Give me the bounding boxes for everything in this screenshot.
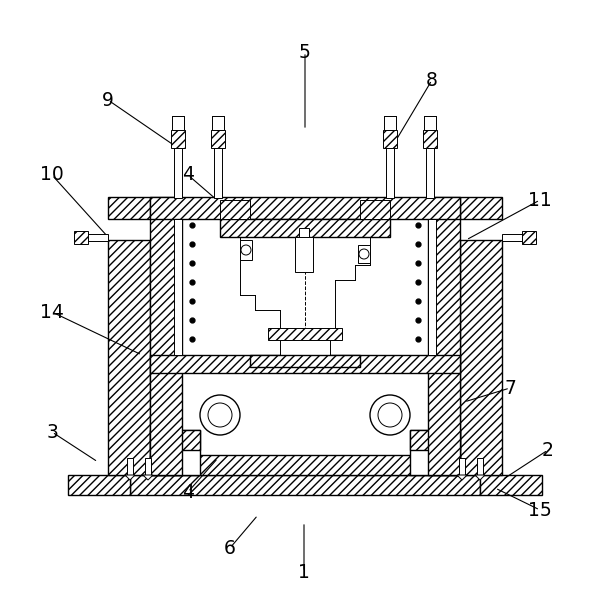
Circle shape — [359, 249, 369, 259]
Text: 5: 5 — [299, 43, 311, 62]
Bar — [150, 370, 460, 475]
Bar — [502, 234, 522, 241]
Bar — [214, 148, 222, 198]
Bar — [150, 430, 200, 475]
Polygon shape — [457, 475, 467, 480]
Bar — [358, 245, 370, 263]
Bar — [428, 197, 460, 475]
Bar — [460, 240, 502, 475]
Bar — [150, 455, 460, 475]
Bar — [460, 197, 502, 219]
Text: 9: 9 — [102, 91, 114, 110]
Bar — [360, 200, 390, 219]
Bar — [424, 116, 436, 130]
Polygon shape — [143, 475, 153, 480]
Bar — [68, 475, 130, 495]
Bar — [150, 197, 182, 475]
Bar — [522, 231, 536, 244]
Bar — [174, 148, 182, 198]
Bar — [295, 237, 313, 272]
Text: 6: 6 — [224, 538, 236, 557]
Bar — [220, 200, 250, 219]
Bar — [386, 148, 394, 198]
Bar — [130, 475, 480, 495]
Bar — [426, 148, 434, 198]
Bar — [211, 130, 225, 148]
Bar — [428, 219, 436, 355]
Bar — [410, 430, 460, 475]
Bar — [171, 130, 185, 148]
Circle shape — [208, 403, 232, 427]
Bar — [172, 116, 184, 130]
Bar — [250, 355, 360, 367]
Bar — [299, 228, 309, 237]
Text: 3: 3 — [46, 423, 58, 442]
Text: 2: 2 — [542, 440, 554, 460]
Bar — [410, 430, 460, 450]
Text: 14: 14 — [40, 302, 64, 322]
Text: 10: 10 — [40, 166, 64, 185]
Bar — [423, 130, 437, 148]
Circle shape — [200, 395, 240, 435]
Text: 1: 1 — [298, 562, 310, 582]
Bar — [459, 458, 465, 475]
Polygon shape — [475, 475, 485, 480]
Text: 4: 4 — [182, 166, 194, 185]
Circle shape — [241, 245, 251, 255]
Bar — [88, 234, 108, 241]
Bar — [268, 328, 342, 340]
Bar — [212, 116, 224, 130]
Bar — [240, 240, 252, 260]
Bar — [150, 355, 460, 373]
Text: 15: 15 — [528, 500, 552, 519]
Text: 8: 8 — [426, 70, 438, 89]
Bar — [108, 240, 150, 475]
Bar — [384, 116, 396, 130]
Bar — [150, 197, 460, 219]
Bar — [108, 197, 150, 219]
Text: 7: 7 — [504, 378, 516, 397]
Bar — [145, 458, 151, 475]
Bar — [477, 458, 483, 475]
Bar — [480, 475, 542, 495]
Circle shape — [378, 403, 402, 427]
Bar — [127, 458, 133, 475]
Bar — [280, 340, 330, 355]
Text: 11: 11 — [528, 190, 552, 209]
Text: 4: 4 — [182, 482, 194, 501]
Circle shape — [370, 395, 410, 435]
Bar — [150, 430, 200, 450]
Polygon shape — [125, 475, 135, 480]
Bar — [383, 130, 397, 148]
Bar — [74, 231, 88, 244]
Bar — [220, 219, 390, 237]
Bar — [174, 219, 182, 355]
